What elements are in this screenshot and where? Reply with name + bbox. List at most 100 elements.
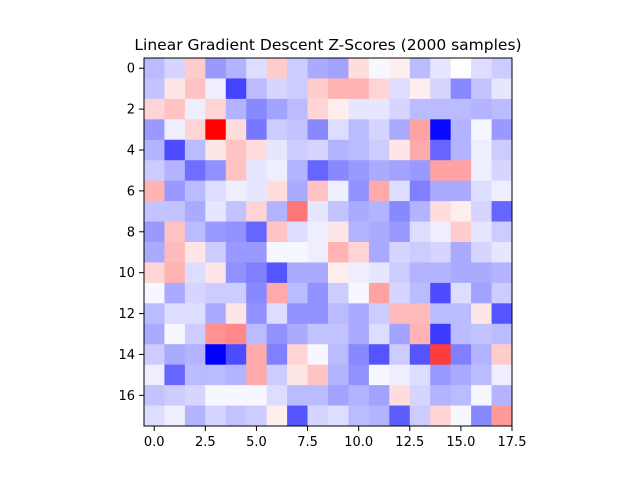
- x-tick-label: 0.0: [144, 435, 165, 450]
- heatmap-cell: [491, 364, 513, 386]
- heatmap-cell: [471, 160, 492, 182]
- heatmap-cell: [471, 58, 492, 79]
- heatmap-cell: [409, 160, 431, 182]
- heatmap-cell: [266, 385, 288, 406]
- heatmap-cell: [389, 364, 411, 386]
- heatmap-cell: [348, 385, 370, 406]
- heatmap-cell: [430, 323, 452, 345]
- heatmap-cell: [184, 262, 206, 284]
- heatmap-cell: [491, 385, 513, 406]
- heatmap-cell: [266, 405, 288, 427]
- heatmap-cell: [368, 160, 390, 182]
- heatmap-cell: [430, 242, 452, 263]
- heatmap-cell: [164, 303, 186, 325]
- heatmap-cell: [225, 160, 247, 182]
- heatmap-cell: [144, 385, 165, 406]
- heatmap-cell: [471, 119, 492, 141]
- heatmap-cell: [389, 282, 411, 304]
- heatmap-cell: [368, 262, 390, 284]
- heatmap-cell: [491, 303, 513, 325]
- heatmap-cell: [246, 180, 268, 202]
- heatmap-cell: [164, 119, 186, 141]
- heatmap-cell: [450, 58, 472, 79]
- heatmap-cell: [389, 180, 411, 202]
- heatmap-cell: [328, 282, 349, 304]
- y-tick-label: 16: [118, 389, 135, 404]
- heatmap-cell: [266, 323, 288, 345]
- heatmap-cell: [328, 405, 349, 427]
- heatmap-cell: [205, 364, 227, 386]
- heatmap-cell: [450, 78, 472, 100]
- y-tick-label: 4: [127, 144, 135, 159]
- heatmap-cell: [287, 201, 308, 222]
- heatmap-cell: [409, 262, 431, 284]
- heatmap-cell: [307, 385, 329, 406]
- heatmap-cell: [205, 405, 227, 427]
- heatmap-cell: [144, 119, 165, 141]
- heatmap-cell: [491, 180, 513, 202]
- heatmap-cell: [266, 139, 288, 161]
- heatmap-cell: [164, 221, 186, 243]
- heatmap-cell: [266, 119, 288, 141]
- heatmap-cell: [184, 58, 206, 79]
- heatmap-cell: [266, 160, 288, 182]
- heatmap-cell: [368, 303, 390, 325]
- heatmap-cell: [307, 364, 329, 386]
- heatmap-cell: [491, 119, 513, 141]
- heatmap-cell: [389, 262, 411, 284]
- heatmap-cell: [409, 242, 431, 263]
- heatmap-cell: [348, 180, 370, 202]
- heatmap-cell: [409, 364, 431, 386]
- heatmap-cell: [368, 180, 390, 202]
- heatmap-cell: [368, 282, 390, 304]
- heatmap-cell: [491, 58, 513, 79]
- heatmap-cell: [471, 364, 492, 386]
- heatmap-cell: [491, 262, 513, 284]
- heatmap-cell: [471, 180, 492, 202]
- heatmap-cell: [450, 303, 472, 325]
- heatmap-cell: [164, 242, 186, 263]
- heatmap-cell: [450, 98, 472, 120]
- heatmap-cell: [450, 385, 472, 406]
- heatmap-cell: [246, 303, 268, 325]
- heatmap-cell: [471, 323, 492, 345]
- heatmap-cell: [328, 221, 349, 243]
- heatmap-cell: [205, 201, 227, 222]
- heatmap-cell: [225, 405, 247, 427]
- heatmap-cell: [225, 242, 247, 263]
- heatmap-cell: [164, 405, 186, 427]
- heatmap-cell: [205, 78, 227, 100]
- heatmap-cell: [184, 201, 206, 222]
- heatmap-cell: [184, 180, 206, 202]
- heatmap-cell: [164, 98, 186, 120]
- heatmap-cell: [409, 405, 431, 427]
- heatmap-cell: [368, 119, 390, 141]
- heatmap-cell: [266, 221, 288, 243]
- heatmap-cell: [471, 201, 492, 222]
- heatmap-cell: [450, 282, 472, 304]
- heatmap-cell: [184, 344, 206, 366]
- x-tick-label: 15.0: [446, 435, 475, 450]
- heatmap-cell: [348, 119, 370, 141]
- heatmap-cell: [409, 282, 431, 304]
- heatmap-cell: [246, 201, 268, 222]
- heatmap-cell: [430, 282, 452, 304]
- heatmap-cell: [307, 139, 329, 161]
- heatmap-cell: [144, 139, 165, 161]
- heatmap-cell: [491, 78, 513, 100]
- heatmap-cell: [205, 160, 227, 182]
- heatmap-cell: [368, 98, 390, 120]
- heatmap-cell: [307, 242, 329, 263]
- heatmap-cell: [430, 385, 452, 406]
- heatmap-cell: [348, 58, 370, 79]
- heatmap-cell: [287, 119, 308, 141]
- heatmap-cell: [328, 98, 349, 120]
- heatmap-cell: [144, 344, 165, 366]
- heatmap-cell: [144, 364, 165, 386]
- heatmap-cell: [307, 119, 329, 141]
- heatmap-cell: [450, 344, 472, 366]
- heatmap-cell: [450, 221, 472, 243]
- heatmap-cell: [205, 385, 227, 406]
- heatmap-cell: [348, 160, 370, 182]
- heatmap-cell: [164, 201, 186, 222]
